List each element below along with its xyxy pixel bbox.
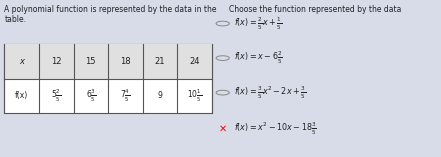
- Text: ✕: ✕: [219, 124, 227, 134]
- Text: $f(x) = x^2 - 10x - 18\frac{3}{5}$: $f(x) = x^2 - 10x - 18\frac{3}{5}$: [234, 121, 317, 137]
- Text: $f(x) = \frac{2}{5}x + \frac{1}{5}$: $f(x) = \frac{2}{5}x + \frac{1}{5}$: [234, 15, 282, 32]
- Text: $10\frac{1}{5}$: $10\frac{1}{5}$: [187, 88, 202, 104]
- Text: 15: 15: [86, 57, 96, 66]
- Text: f(x): f(x): [15, 91, 28, 100]
- Text: 24: 24: [189, 57, 200, 66]
- Text: $f(x) = x - 6\frac{2}{5}$: $f(x) = x - 6\frac{2}{5}$: [234, 50, 283, 66]
- Text: 21: 21: [155, 57, 165, 66]
- Text: $7\frac{4}{5}$: $7\frac{4}{5}$: [120, 88, 131, 104]
- Text: $5\frac{2}{5}$: $5\frac{2}{5}$: [51, 88, 61, 104]
- Text: 9: 9: [157, 91, 162, 100]
- Text: $6\frac{3}{5}$: $6\frac{3}{5}$: [86, 88, 96, 104]
- Bar: [4, 44, 212, 113]
- Text: 18: 18: [120, 57, 131, 66]
- Text: x: x: [19, 57, 24, 66]
- Text: Choose the function represented by the data: Choose the function represented by the d…: [229, 5, 402, 14]
- Text: 12: 12: [51, 57, 61, 66]
- Text: $f(x) = \frac{3}{5}x^2 - 2x + \frac{3}{5}$: $f(x) = \frac{3}{5}x^2 - 2x + \frac{3}{5…: [234, 84, 306, 101]
- Text: A polynomial function is represented by the data in the
table.: A polynomial function is represented by …: [4, 5, 217, 24]
- Bar: [4, 44, 212, 78]
